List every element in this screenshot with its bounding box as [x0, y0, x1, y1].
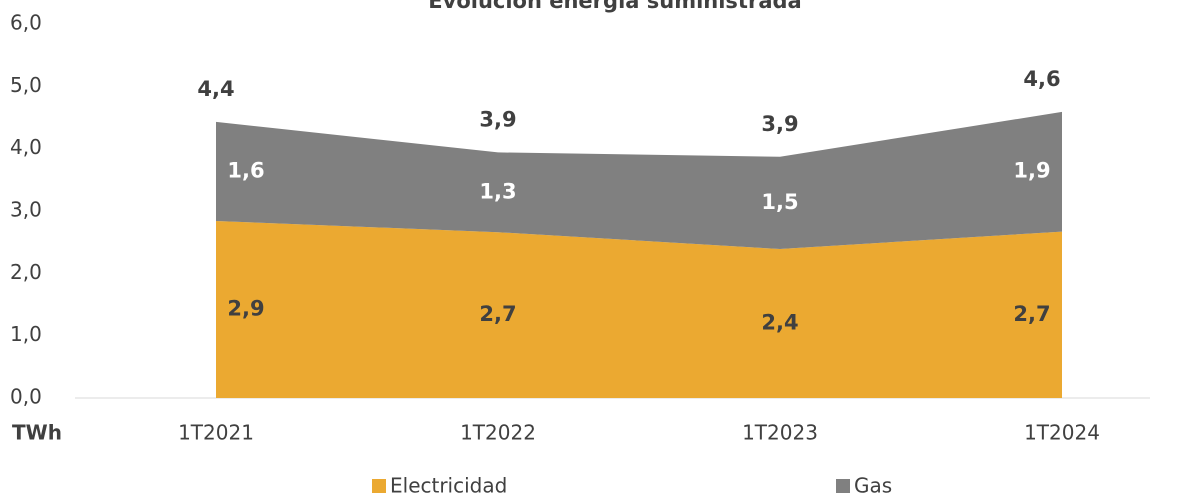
legend-swatch [372, 479, 386, 493]
value-label: 1,3 [479, 179, 516, 203]
y-tick-label: 1,0 [10, 322, 42, 346]
total-label: 4,6 [1023, 67, 1060, 91]
value-label: 2,4 [761, 311, 798, 335]
y-tick-label: 3,0 [10, 198, 42, 222]
y-tick-label: 5,0 [10, 73, 42, 97]
y-tick-label: 2,0 [10, 260, 42, 284]
area [216, 220, 1062, 398]
value-label: 2,7 [1013, 302, 1050, 326]
legend-swatch [836, 479, 850, 493]
total-label: 3,9 [761, 112, 798, 136]
x-tick-label: 1T2021 [178, 421, 254, 445]
y-tick-label: 6,0 [10, 11, 42, 35]
y-tick-label: 0,0 [10, 385, 42, 409]
legend-label: Electricidad [390, 474, 507, 496]
x-tick-label: 1T2023 [742, 421, 818, 445]
value-label: 2,7 [479, 302, 516, 326]
x-tick-label: 1T2022 [460, 421, 536, 445]
x-tick-label: 1T2024 [1024, 421, 1100, 445]
total-label: 3,9 [479, 107, 516, 131]
value-label: 1,6 [227, 158, 264, 182]
y-axis-label: TWh [12, 421, 62, 445]
y-tick-label: 4,0 [10, 135, 42, 159]
value-label: 1,5 [761, 190, 798, 214]
value-label: 2,9 [227, 296, 264, 320]
legend-label: Gas [854, 474, 892, 496]
area [216, 111, 1062, 250]
value-label: 1,9 [1013, 159, 1050, 183]
chart-title: Evolución energía suministrada [428, 0, 801, 13]
total-label: 4,4 [197, 77, 234, 101]
